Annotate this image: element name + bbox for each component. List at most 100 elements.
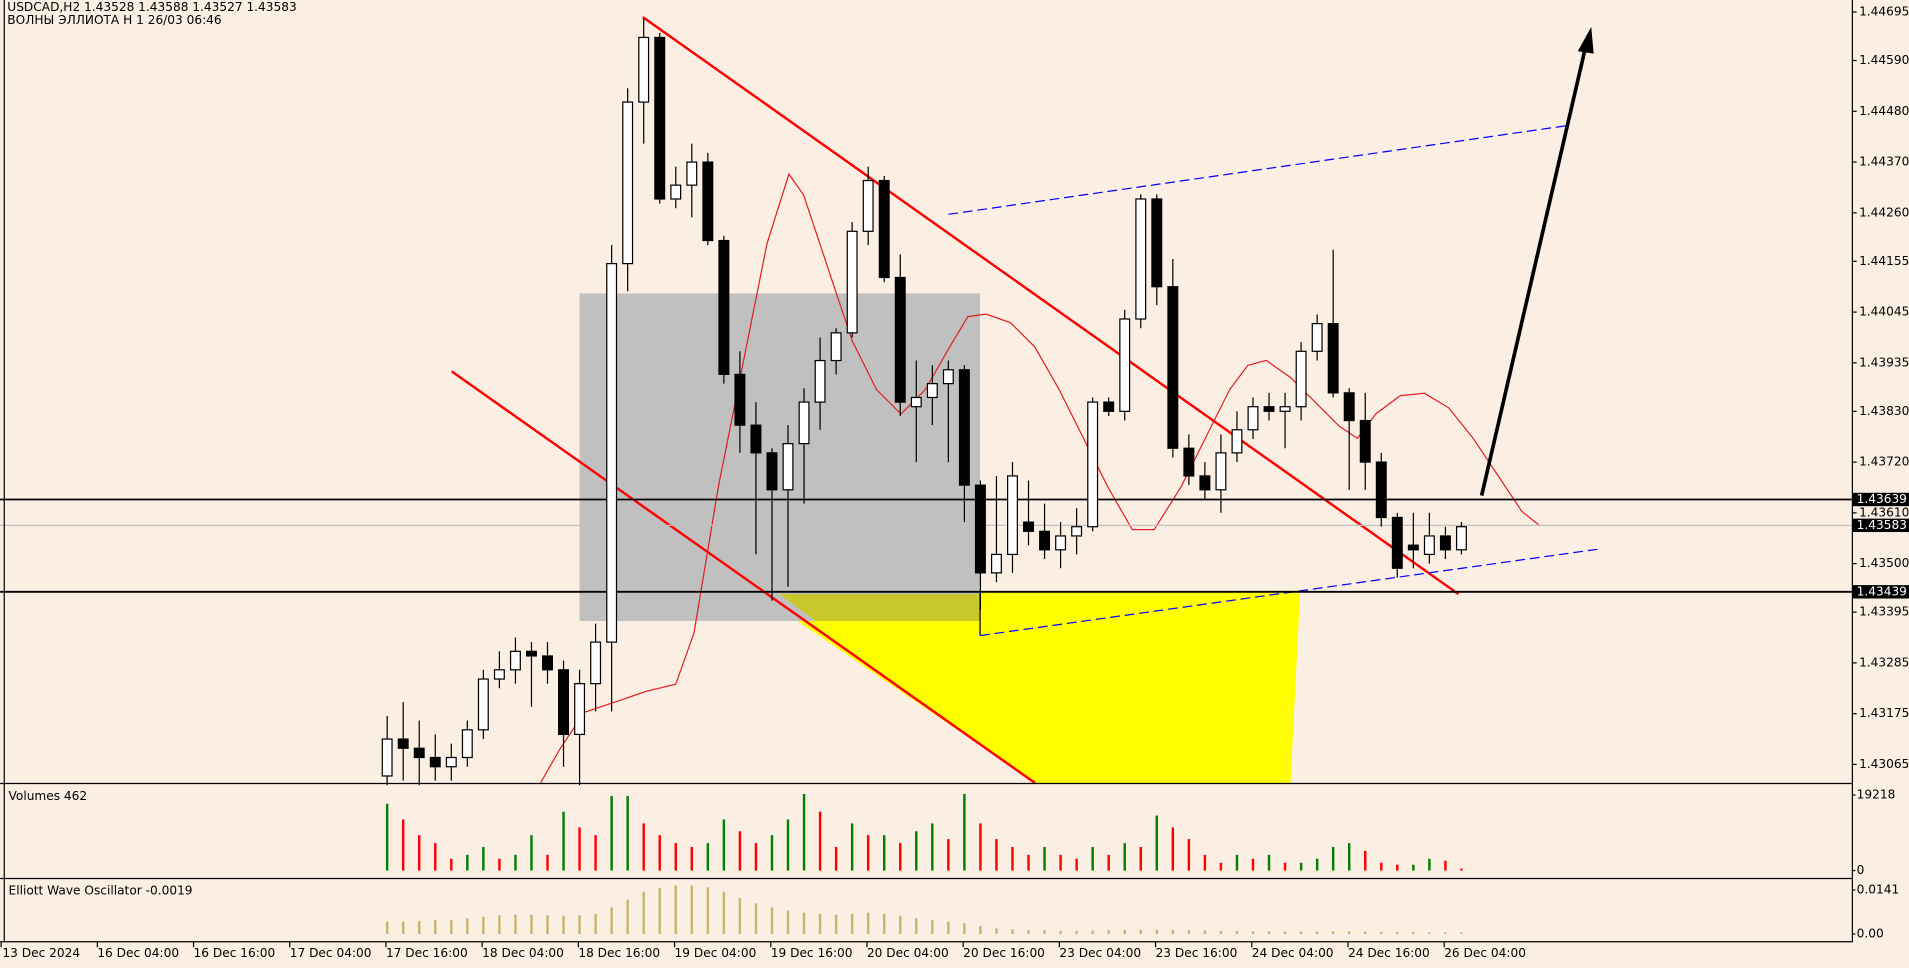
y-tick-label: 1.44370 (1859, 155, 1909, 169)
candle-body (1279, 406, 1291, 412)
chart-title: USDCAD,H2 1.43528 1.43588 1.43527 1.4358… (7, 0, 296, 14)
candle-body (766, 452, 778, 491)
arrow-head (1577, 26, 1594, 54)
candle-body (1327, 323, 1339, 394)
oscillator-tick-label: 0.00 (1857, 926, 1884, 940)
candle-body (1039, 530, 1051, 551)
candle-body (686, 161, 698, 186)
y-tick-label: 1.43065 (1859, 757, 1909, 771)
candle-body (542, 655, 553, 671)
candle-body (734, 373, 746, 426)
candle-body (1359, 419, 1371, 463)
x-tick-label: 20 Dec 16:00 (963, 946, 1045, 960)
y-tick-label: 1.44695 (1859, 5, 1909, 19)
x-tick-label: 20 Dec 04:00 (867, 946, 949, 960)
candle-body (493, 669, 505, 680)
candle-body (1087, 401, 1099, 528)
candle-body (878, 179, 890, 279)
candle-body (509, 650, 521, 671)
level-label-bg (1852, 585, 1909, 599)
candle-body (1135, 198, 1147, 320)
y-tick-label: 1.43395 (1859, 605, 1909, 619)
y-tick-label: 1.44045 (1859, 305, 1909, 319)
oscillator-tick-label: 0.0141 (1857, 882, 1900, 896)
y-tick-label: 1.43285 (1859, 655, 1909, 669)
x-tick-label: 18 Dec 04:00 (482, 946, 564, 960)
candle-body (558, 669, 570, 736)
x-tick-label: 24 Dec 04:00 (1252, 946, 1334, 960)
candle-body (1439, 535, 1451, 551)
oscillator-title: Elliott Wave Oscillator -0.0019 (9, 884, 193, 898)
y-tick-label: 1.43935 (1859, 355, 1909, 369)
candle-body (606, 263, 618, 643)
x-tick-label: 26 Dec 04:00 (1444, 946, 1526, 960)
candle-body (413, 747, 425, 759)
yellow-zone (779, 590, 1301, 783)
candle-body (1295, 350, 1307, 408)
candle-body (718, 239, 730, 376)
level-label: 1.43639 (1857, 492, 1907, 506)
candle-body (1199, 475, 1211, 491)
y-tick-label: 1.44260 (1859, 205, 1909, 219)
y-tick-label: 1.43720 (1859, 455, 1909, 469)
candle-body (1183, 447, 1195, 477)
candle-body (910, 396, 922, 408)
candle-body (846, 230, 858, 334)
candle-body (654, 36, 666, 200)
trend-line (642, 16, 1460, 596)
candle-body (1007, 475, 1018, 556)
candle-body (1103, 401, 1115, 412)
candle-body (1071, 526, 1083, 537)
candle-body (525, 650, 537, 657)
candle-body (926, 383, 938, 399)
candle-body (638, 36, 650, 103)
candle-body (798, 401, 810, 445)
level-label: 1.43583 (1857, 518, 1907, 532)
x-tick-label: 18 Dec 16:00 (578, 946, 660, 960)
x-tick-label: 16 Dec 16:00 (194, 946, 276, 960)
x-tick-label: 19 Dec 16:00 (771, 946, 853, 960)
candle-body (1167, 286, 1179, 449)
candle-body (1375, 461, 1387, 519)
x-tick-label: 16 Dec 04:00 (97, 946, 179, 960)
trend-line (450, 370, 1036, 784)
candle-body (750, 424, 762, 454)
candle-body (445, 756, 457, 768)
candle-body (830, 332, 842, 362)
candle-body (702, 161, 714, 242)
candle-body (958, 369, 970, 486)
x-tick-label: 19 Dec 04:00 (675, 946, 757, 960)
candle-body (814, 359, 826, 403)
x-tick-label: 13 Dec 2024 (2, 946, 80, 960)
candle-body (974, 484, 986, 574)
volume-tick-label: 0 (1857, 863, 1865, 877)
candle-body (590, 641, 602, 685)
candle-body (894, 276, 906, 403)
level-label-bg (1852, 492, 1909, 507)
candle-body (1247, 406, 1259, 431)
candle-body (622, 101, 634, 265)
candle-body (397, 738, 409, 749)
overlap-zone (779, 594, 981, 621)
candle-body (1343, 392, 1355, 422)
x-tick-label: 23 Dec 16:00 (1156, 946, 1238, 960)
gray-zone (579, 293, 981, 621)
candle-body (1407, 544, 1419, 551)
candle-body (1391, 516, 1403, 569)
candle-body (574, 683, 586, 736)
volume-tick-label: 19218 (1857, 788, 1896, 802)
y-tick-label: 1.43175 (1859, 706, 1909, 720)
candle-body (942, 369, 954, 385)
candles (381, 18, 1467, 786)
candle-body (429, 756, 441, 768)
candle-body (461, 729, 473, 759)
candle-body (1455, 526, 1467, 551)
overlay (1479, 26, 1594, 496)
y-tick-label: 1.43610 (1859, 505, 1909, 519)
candle-body (670, 184, 682, 200)
volume-title: Volumes 462 (9, 789, 88, 803)
x-tick-label: 17 Dec 04:00 (290, 946, 372, 960)
x-tick-label: 17 Dec 16:00 (386, 946, 468, 960)
candle-body (1263, 406, 1275, 412)
candle-body (1023, 521, 1035, 532)
